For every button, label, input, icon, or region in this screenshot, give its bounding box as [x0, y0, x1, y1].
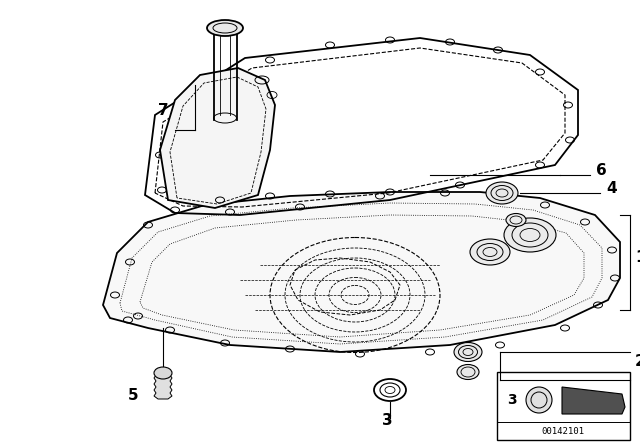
- Text: 5: 5: [128, 388, 139, 403]
- Polygon shape: [103, 192, 620, 352]
- Text: 00142101: 00142101: [541, 427, 584, 436]
- Ellipse shape: [504, 218, 556, 252]
- Text: 3: 3: [507, 393, 516, 407]
- Text: 3: 3: [382, 413, 392, 428]
- Text: 2: 2: [635, 354, 640, 369]
- Bar: [497, 372, 630, 440]
- Ellipse shape: [454, 343, 482, 362]
- Ellipse shape: [154, 367, 172, 379]
- Ellipse shape: [486, 182, 518, 204]
- Text: 4: 4: [606, 181, 616, 196]
- Ellipse shape: [526, 387, 552, 413]
- Text: 7: 7: [158, 103, 168, 118]
- Ellipse shape: [506, 214, 526, 227]
- Ellipse shape: [457, 365, 479, 379]
- Ellipse shape: [470, 239, 510, 265]
- Polygon shape: [562, 387, 625, 414]
- Text: 1: 1: [635, 250, 640, 265]
- Text: 6: 6: [596, 163, 607, 178]
- Polygon shape: [160, 68, 275, 208]
- Polygon shape: [154, 375, 172, 399]
- Ellipse shape: [207, 20, 243, 36]
